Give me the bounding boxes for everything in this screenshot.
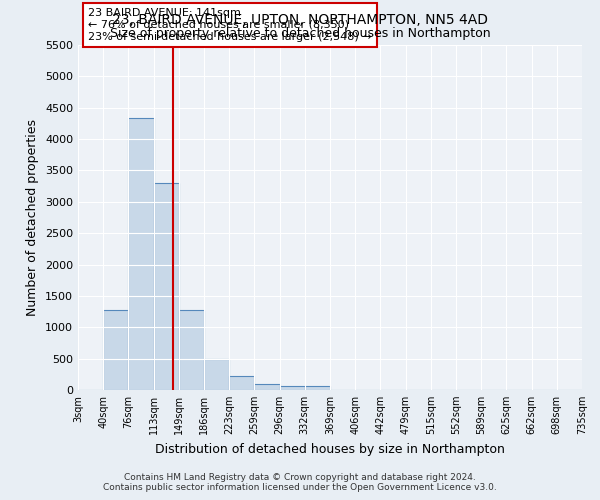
Text: 23 BAIRD AVENUE: 141sqm
← 76% of detached houses are smaller (8,350)
23% of semi: 23 BAIRD AVENUE: 141sqm ← 76% of detache…: [88, 8, 372, 42]
Bar: [305, 386, 330, 390]
Text: 23, BAIRD AVENUE, UPTON, NORTHAMPTON, NN5 4AD: 23, BAIRD AVENUE, UPTON, NORTHAMPTON, NN…: [112, 12, 488, 26]
Text: Size of property relative to detached houses in Northampton: Size of property relative to detached ho…: [110, 28, 490, 40]
Bar: [204, 360, 229, 390]
Bar: [280, 386, 305, 390]
Bar: [103, 310, 128, 390]
Bar: [254, 384, 280, 390]
Bar: [229, 376, 254, 390]
X-axis label: Distribution of detached houses by size in Northampton: Distribution of detached houses by size …: [155, 442, 505, 456]
Text: Contains HM Land Registry data © Crown copyright and database right 2024.
Contai: Contains HM Land Registry data © Crown c…: [103, 473, 497, 492]
Y-axis label: Number of detached properties: Number of detached properties: [26, 119, 40, 316]
Bar: [179, 310, 204, 390]
Bar: [128, 118, 154, 390]
Bar: [154, 183, 179, 390]
